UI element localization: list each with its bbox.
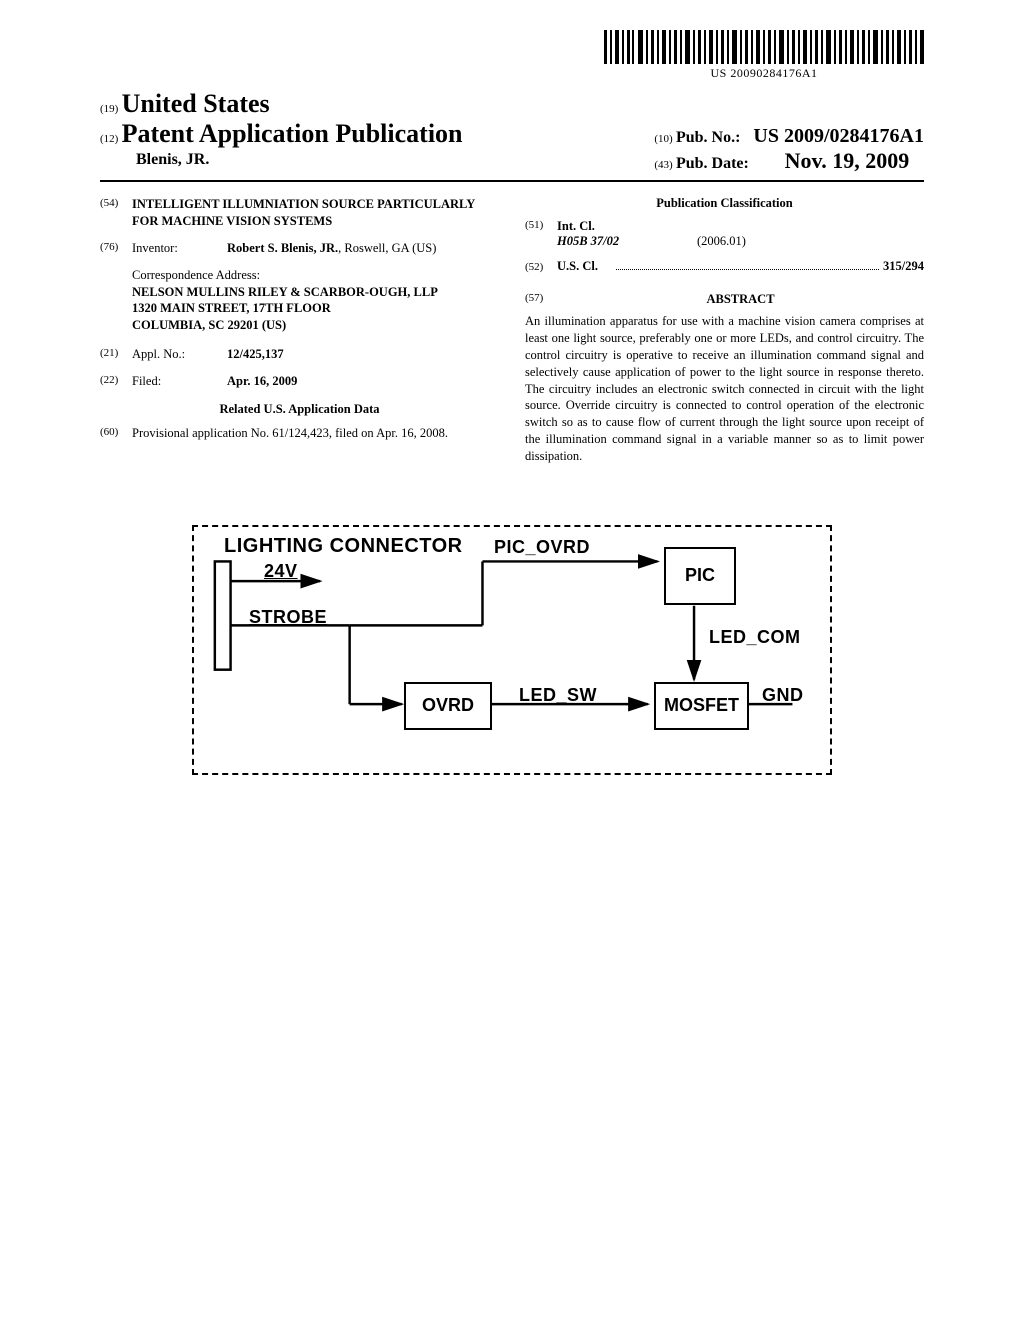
prov-tag: (60) (100, 425, 132, 442)
pubno-tag: (10) (654, 133, 672, 145)
classification-header: Publication Classification (525, 196, 924, 211)
block-diagram: LIGHTING CONNECTOR 24V STROBE PIC_OVRD L… (192, 525, 832, 775)
prov-text: Provisional application No. 61/124,423, … (132, 425, 499, 442)
intcl-tag: (51) (525, 219, 557, 249)
pub-tag: (12) (100, 133, 118, 145)
provisional-field: (60) Provisional application No. 61/124,… (100, 425, 499, 442)
fig-strobe: STROBE (249, 607, 327, 628)
right-column: Publication Classification (51) Int. Cl.… (525, 196, 924, 465)
country-name: United States (122, 89, 270, 118)
corr-label: Correspondence Address: (132, 267, 499, 284)
pubdate-value: Nov. 19, 2009 (785, 148, 910, 173)
author-line: Blenis, JR. (136, 151, 463, 169)
invention-title: INTELLIGENT ILLUMNIATION SOURCE PARTICUL… (132, 196, 499, 230)
title-field: (54) INTELLIGENT ILLUMNIATION SOURCE PAR… (100, 196, 499, 230)
fig-led-com: LED_COM (709, 627, 801, 648)
related-header: Related U.S. Application Data (100, 402, 499, 417)
intcl-line: H05B 37/02 (2006.01) (557, 234, 924, 249)
pub-title: Patent Application Publication (122, 119, 463, 148)
corr-line-1: 1320 MAIN STREET, 17TH FLOOR (132, 300, 499, 317)
pubno-value: US 2009/0284176A1 (753, 125, 924, 147)
appl-label: Appl. No.: (132, 346, 227, 363)
appl-value: 12/425,137 (227, 346, 499, 363)
country-tag: (19) (100, 103, 118, 115)
fig-gnd: GND (762, 685, 804, 706)
header-divider (100, 180, 924, 182)
barcode-number: US 20090284176A1 (604, 66, 924, 81)
abstract-block: (57) ABSTRACT An illumination apparatus … (525, 292, 924, 465)
header-row: (12) Patent Application Publication Blen… (100, 119, 924, 174)
fig-led-sw: LED_SW (519, 685, 597, 706)
appl-tag: (21) (100, 346, 132, 363)
uscl-tag: (52) (525, 261, 557, 273)
intcl-body: Int. Cl. H05B 37/02 (2006.01) (557, 219, 924, 249)
intcl-ver: (2006.01) (697, 234, 746, 249)
abstract-text: An illumination apparatus for use with a… (525, 313, 924, 465)
left-column: (54) INTELLIGENT ILLUMNIATION SOURCE PAR… (100, 196, 499, 465)
header-pub-right: (10) Pub. No.: US 2009/0284176A1 (43) Pu… (654, 125, 924, 174)
intcl-code: H05B 37/02 (557, 234, 697, 249)
appl-field: (21) Appl. No.: 12/425,137 (100, 346, 499, 363)
abstract-header: ABSTRACT (525, 292, 924, 307)
barcode-svg (604, 30, 924, 64)
pubno-label: Pub. No.: (676, 129, 740, 146)
fig-box-ovrd: OVRD (404, 682, 492, 730)
inventor-loc: , Roswell, GA (US) (338, 241, 436, 255)
intcl-label: Int. Cl. (557, 219, 924, 234)
inventor-tag: (76) (100, 240, 132, 257)
fig-24v: 24V (264, 561, 298, 582)
fig-pic-ovrd: PIC_OVRD (494, 537, 590, 558)
title-tag: (54) (100, 196, 132, 230)
barcode: US 20090284176A1 (604, 30, 924, 81)
corr-line-2: COLUMBIA, SC 29201 (US) (132, 317, 499, 334)
corr-line-0: NELSON MULLINS RILEY & SCARBOR-OUGH, LLP (132, 284, 499, 301)
fig-title: LIGHTING CONNECTOR (224, 535, 463, 558)
correspondence-block: Correspondence Address: NELSON MULLINS R… (132, 267, 499, 335)
header-left: (19) United States (100, 89, 924, 119)
inventor-value: Robert S. Blenis, JR., Roswell, GA (US) (227, 240, 499, 257)
body-columns: (54) INTELLIGENT ILLUMNIATION SOURCE PAR… (100, 196, 924, 465)
fig-box-pic: PIC (664, 547, 736, 605)
inventor-label: Inventor: (132, 240, 227, 257)
pubdate-label: Pub. Date: (676, 155, 749, 172)
inventor-field: (76) Inventor: Robert S. Blenis, JR., Ro… (100, 240, 499, 257)
header-pub-left: (12) Patent Application Publication Blen… (100, 119, 463, 169)
intcl-row: (51) Int. Cl. H05B 37/02 (2006.01) (525, 219, 924, 249)
pubdate-tag: (43) (654, 159, 672, 171)
figure-area: LIGHTING CONNECTOR 24V STROBE PIC_OVRD L… (100, 525, 924, 775)
abstract-tag: (57) (525, 292, 557, 304)
uscl-value: 315/294 (883, 259, 924, 274)
fig-box-mosfet: MOSFET (654, 682, 749, 730)
filed-label: Filed: (132, 373, 227, 390)
filed-tag: (22) (100, 373, 132, 390)
uscl-dots (616, 269, 879, 270)
filed-field: (22) Filed: Apr. 16, 2009 (100, 373, 499, 390)
uscl-label: U.S. Cl. (557, 259, 612, 274)
uscl-row: (52) U.S. Cl. 315/294 (525, 259, 924, 274)
inventor-name: Robert S. Blenis, JR. (227, 241, 338, 255)
filed-value: Apr. 16, 2009 (227, 373, 499, 390)
barcode-region: US 20090284176A1 (100, 30, 924, 81)
